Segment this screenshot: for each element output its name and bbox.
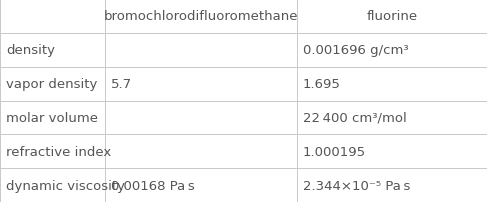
- Text: bromochlorodifluoromethane: bromochlorodifluoromethane: [104, 10, 298, 23]
- Text: 1.695: 1.695: [303, 78, 341, 91]
- Text: 2.344×10⁻⁵ Pa s: 2.344×10⁻⁵ Pa s: [303, 179, 410, 192]
- Text: molar volume: molar volume: [6, 111, 98, 124]
- Text: 0.001696 g/cm³: 0.001696 g/cm³: [303, 44, 409, 57]
- Text: 0.00168 Pa s: 0.00168 Pa s: [111, 179, 194, 192]
- Text: 5.7: 5.7: [111, 78, 131, 91]
- Text: fluorine: fluorine: [367, 10, 417, 23]
- Text: 1.000195: 1.000195: [303, 145, 366, 158]
- Text: dynamic viscosity: dynamic viscosity: [6, 179, 125, 192]
- Text: density: density: [6, 44, 55, 57]
- Text: refractive index: refractive index: [6, 145, 111, 158]
- Text: vapor density: vapor density: [6, 78, 97, 91]
- Text: 22 400 cm³/mol: 22 400 cm³/mol: [303, 111, 407, 124]
